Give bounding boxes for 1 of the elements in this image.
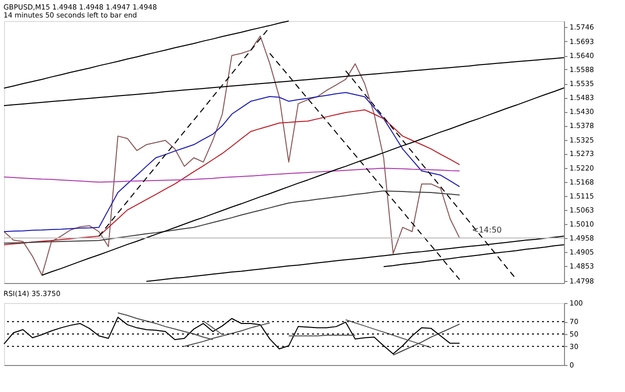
annotation: <14:50 xyxy=(472,226,502,235)
